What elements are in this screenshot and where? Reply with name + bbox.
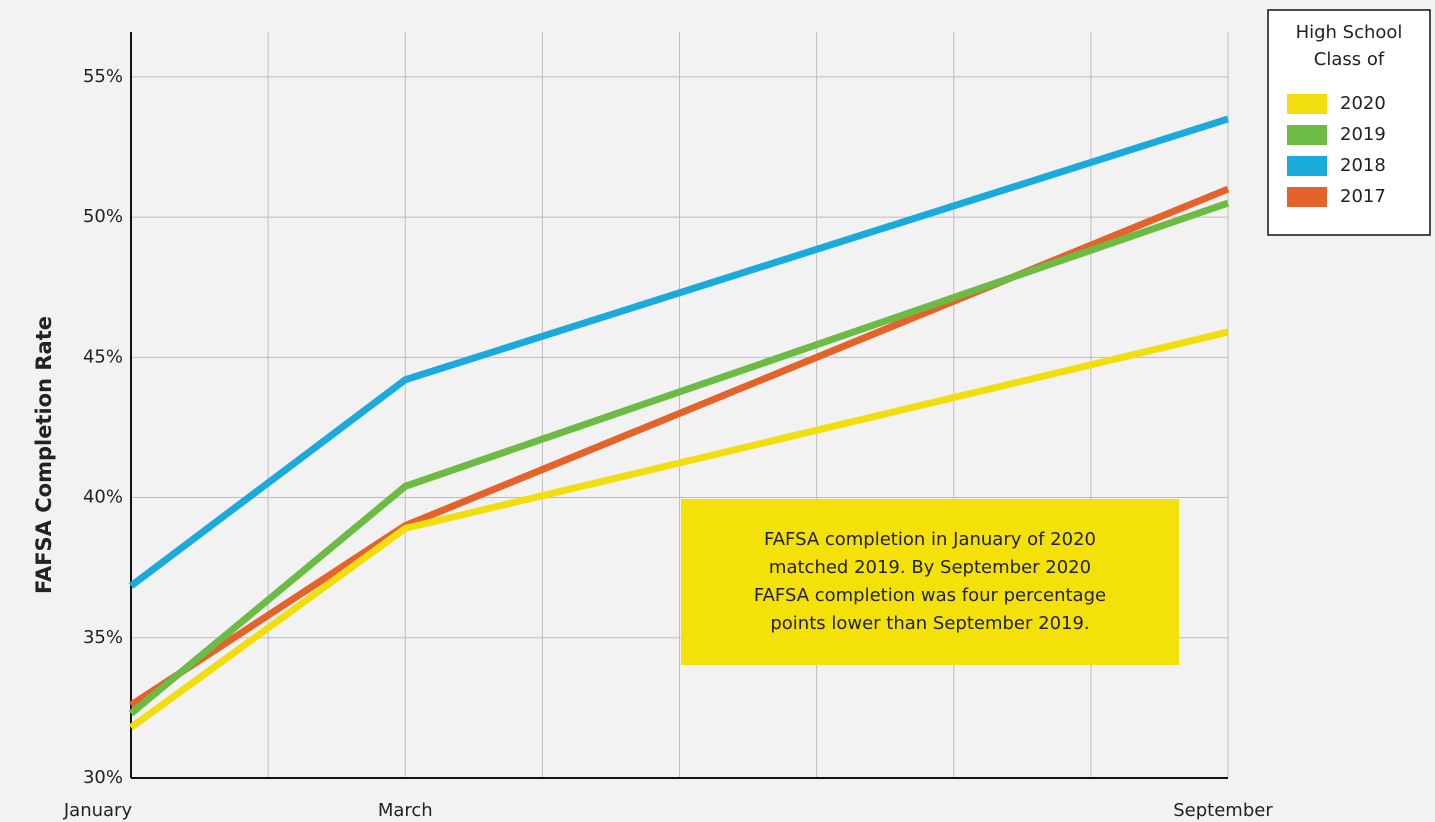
legend-label: 2018 xyxy=(1340,155,1386,176)
series-line xyxy=(128,328,1229,731)
x-tick-label: March xyxy=(378,800,433,821)
x-tick-label: January xyxy=(63,800,133,821)
legend-title: Class of xyxy=(1314,49,1385,70)
y-tick-label: 55% xyxy=(83,66,123,87)
y-tick-label: 45% xyxy=(83,346,123,367)
y-tick-label: 30% xyxy=(83,767,123,788)
annotation-text: points lower than September 2019. xyxy=(770,613,1089,634)
series-line xyxy=(128,115,1230,589)
y-tick-label: 50% xyxy=(83,206,123,227)
legend-label: 2019 xyxy=(1340,124,1386,145)
annotation-box xyxy=(681,499,1179,665)
y-axis-label: FAFSA Completion Rate xyxy=(32,316,56,594)
legend-swatch xyxy=(1287,125,1327,145)
annotation-text: matched 2019. By September 2020 xyxy=(769,557,1091,578)
legend-label: 2020 xyxy=(1340,93,1386,114)
x-tick-label: September xyxy=(1173,800,1273,821)
legend-swatch xyxy=(1287,94,1327,114)
y-tick-label: 40% xyxy=(83,487,123,508)
legend-title: High School xyxy=(1296,22,1403,43)
series-line xyxy=(128,199,1230,717)
legend-swatch xyxy=(1287,187,1327,207)
legend-swatch xyxy=(1287,156,1327,176)
legend-label: 2017 xyxy=(1340,186,1386,207)
y-tick-label: 35% xyxy=(83,627,123,648)
annotation-text: FAFSA completion in January of 2020 xyxy=(764,529,1096,550)
annotation-text: FAFSA completion was four percentage xyxy=(754,585,1106,606)
